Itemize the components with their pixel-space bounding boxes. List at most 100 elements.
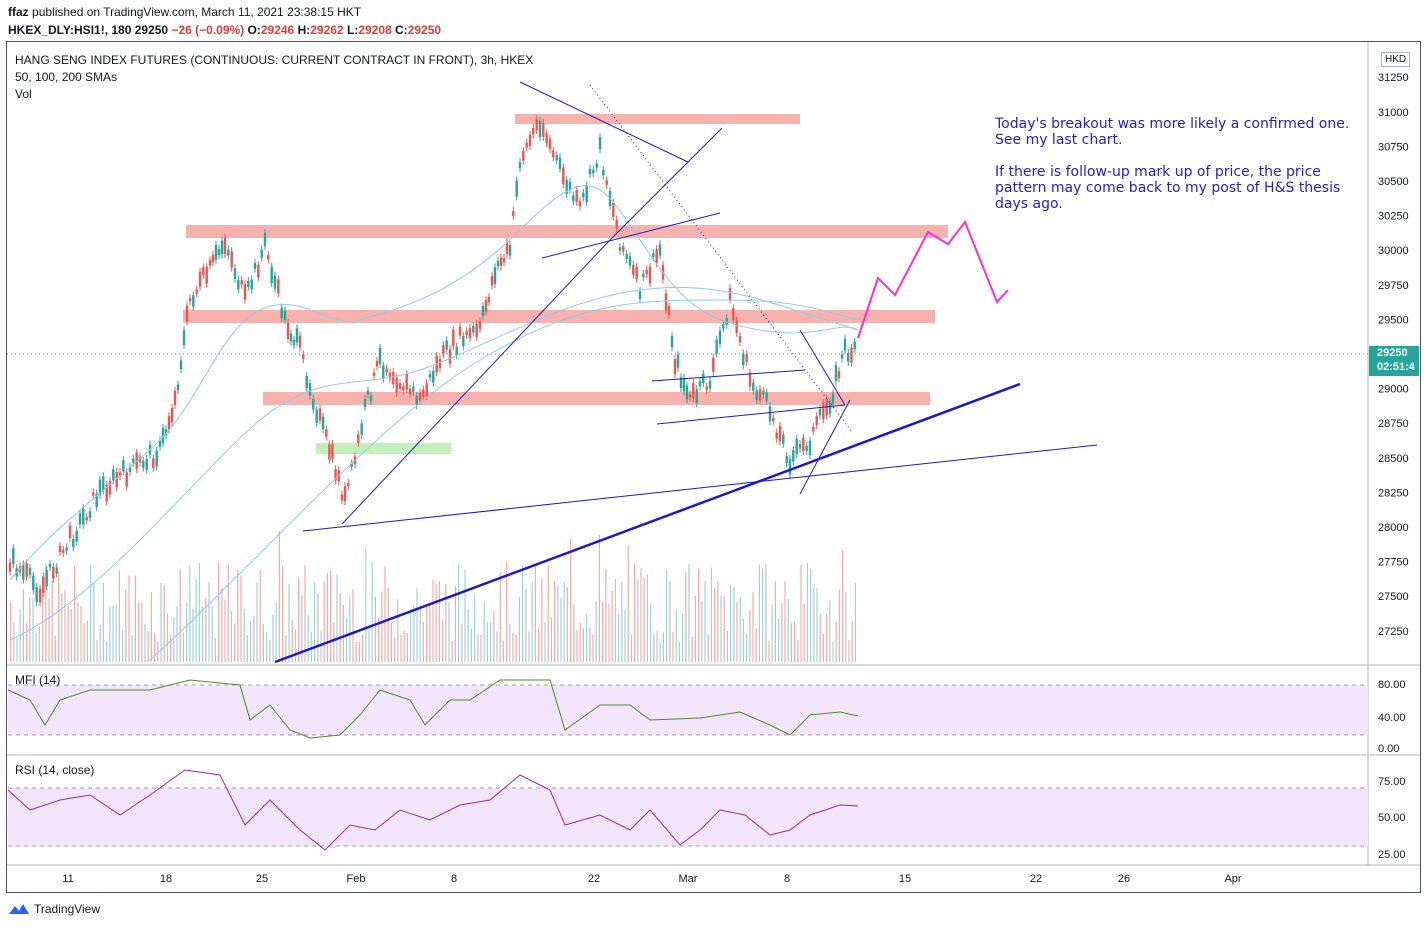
volume-bar — [272, 614, 274, 662]
candle-body — [822, 403, 825, 420]
candle-body — [558, 157, 562, 169]
last-price-tag: 29250 02:51:4 — [1369, 346, 1419, 376]
candle-body — [289, 333, 293, 342]
candle-body — [840, 354, 844, 359]
candle-body — [442, 345, 445, 355]
candle-body — [525, 142, 528, 148]
volume-bar — [474, 594, 476, 662]
volume-bar — [768, 640, 770, 662]
volume-bar — [698, 568, 700, 662]
candle-body — [853, 341, 856, 350]
candle-body — [88, 511, 92, 518]
candle-body — [808, 440, 812, 455]
candle-body — [722, 324, 725, 329]
candle-body — [132, 458, 135, 463]
candle-body — [375, 360, 379, 367]
volume-bar — [429, 602, 431, 662]
volume-bar — [26, 623, 28, 662]
candle-body — [68, 525, 72, 538]
dotted-trendline — [589, 84, 853, 433]
volume-bar — [461, 623, 463, 662]
candle-body — [227, 249, 230, 256]
candle-body — [758, 389, 762, 401]
candle-body — [280, 307, 283, 319]
volume-bar — [189, 565, 191, 662]
price-axis-label: 27500 — [1378, 591, 1409, 603]
volume-bar — [758, 564, 760, 662]
symbol-label[interactable]: HKEX_DLY:HSI1!, 180 — [8, 23, 132, 37]
tradingview-logo[interactable]: TradingView — [8, 902, 100, 916]
candle-body — [18, 566, 22, 573]
candle-body — [340, 494, 344, 501]
candle-body — [192, 295, 195, 307]
chart-frame[interactable] — [6, 41, 1421, 893]
volume-bar — [67, 606, 69, 662]
volume-bar — [38, 626, 40, 662]
volume-bar — [83, 623, 85, 662]
volume-bar — [832, 641, 834, 662]
currency-badge[interactable]: HKD — [1381, 52, 1411, 67]
volume-bar — [726, 630, 728, 662]
volume-bar — [445, 584, 447, 662]
candle-body — [612, 202, 615, 217]
volume-bar — [576, 630, 578, 662]
volume-bar — [602, 601, 604, 662]
volume-bar — [694, 595, 696, 662]
tradingview-icon — [9, 904, 29, 914]
candle-body — [418, 392, 422, 401]
volume-bar — [454, 585, 456, 662]
volume-bar — [538, 628, 540, 662]
candle-body — [515, 180, 518, 197]
candle-body — [85, 516, 88, 521]
candle-body — [712, 357, 715, 372]
candle-body — [708, 380, 712, 389]
candle-body — [32, 575, 35, 591]
candle-body — [778, 426, 782, 442]
author-name[interactable]: ffaz — [8, 5, 29, 19]
volume-bar — [534, 564, 536, 662]
volume-bar — [688, 564, 690, 662]
candle-body — [718, 330, 722, 344]
volume-bar — [214, 637, 216, 662]
volume-bar — [611, 591, 613, 662]
volume-bar — [304, 565, 306, 662]
volume-bar — [202, 606, 204, 662]
candle-body — [28, 568, 32, 575]
volume-bar — [74, 565, 76, 662]
volume-bar — [96, 640, 98, 662]
trendline — [651, 369, 806, 382]
volume-bar — [323, 581, 325, 662]
time-axis-label: 18 — [160, 873, 172, 885]
volume-bar — [659, 641, 661, 662]
candle-body — [828, 401, 832, 414]
volume-bar — [339, 592, 341, 662]
volume-bar — [822, 633, 824, 662]
volume-bar — [627, 545, 629, 662]
candle-body — [752, 382, 755, 391]
candle-body — [732, 308, 735, 320]
volume-bar — [618, 613, 620, 662]
candle-body — [382, 365, 385, 379]
volume-bar — [186, 602, 188, 662]
candle-body — [247, 280, 250, 287]
volume-bar — [368, 628, 370, 662]
volume-bar — [125, 589, 127, 662]
candle-body — [598, 137, 602, 149]
volume-bar — [662, 632, 664, 662]
volume-bar — [432, 579, 434, 662]
candle-body — [735, 320, 738, 333]
candle-body — [802, 437, 805, 451]
volume-bar — [675, 610, 677, 662]
candle-body — [188, 298, 192, 302]
volume-bar — [250, 621, 252, 662]
volume-bar — [336, 574, 338, 662]
mfi-axis-label: 80.00 — [1378, 679, 1406, 691]
volume-bar — [182, 632, 184, 662]
candle-body — [408, 388, 412, 394]
volume-bar — [499, 572, 501, 662]
candle-body — [202, 267, 205, 276]
volume-bar — [141, 602, 143, 662]
volume-bar — [787, 598, 789, 662]
candle-body — [748, 372, 752, 387]
